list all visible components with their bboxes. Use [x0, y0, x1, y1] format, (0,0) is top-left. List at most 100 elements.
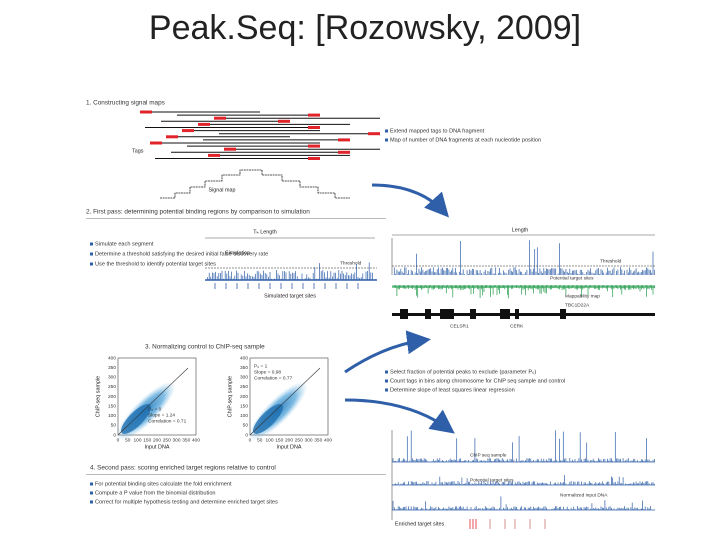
label: Tags	[132, 148, 144, 154]
label: Length	[512, 227, 529, 233]
label: 400	[192, 437, 200, 443]
bullet	[90, 500, 93, 504]
label: 200	[108, 394, 116, 400]
label: Threshold	[340, 260, 362, 266]
label: Correlation = 0.71	[148, 418, 187, 424]
label: 250	[108, 384, 116, 390]
label: 150	[275, 437, 283, 443]
label: 100	[240, 413, 248, 419]
tag	[338, 138, 350, 142]
label: 250	[163, 437, 171, 443]
label: Normalized input DNA	[560, 492, 608, 498]
label: Select fraction of potential peaks to ex…	[390, 369, 536, 375]
label: ChIP-seq sample	[227, 376, 233, 417]
label: Slope = 0.98	[254, 369, 281, 375]
label: Input DNA	[277, 444, 302, 450]
label: Use the threshold to identify potential …	[95, 261, 216, 267]
label: Simulate each segment	[95, 241, 154, 247]
plot-frame	[249, 357, 329, 436]
tag	[140, 110, 152, 114]
label: 350	[108, 365, 116, 371]
label: 200	[285, 437, 293, 443]
label: 400	[240, 355, 248, 361]
label: CERK	[510, 323, 524, 329]
divider	[86, 474, 386, 475]
label: Potential target sites	[550, 275, 594, 281]
label: TBC1D22A	[565, 302, 590, 308]
tag	[308, 113, 320, 117]
label: 100	[265, 437, 273, 443]
label: 3. Normalizing control to ChIP-seq sampl…	[145, 344, 265, 351]
point-cloud-core	[253, 404, 283, 434]
exon	[440, 309, 454, 319]
signal-map	[160, 169, 350, 199]
exon	[560, 309, 566, 319]
tag	[308, 157, 320, 160]
tag	[208, 153, 220, 157]
tag	[278, 119, 290, 123]
label: Tₕ Length	[253, 229, 276, 235]
label: 400	[324, 437, 332, 443]
tag	[224, 147, 236, 151]
label: 100	[133, 437, 141, 443]
label: Correlation = 0.77	[254, 375, 293, 381]
label: 250	[295, 437, 303, 443]
bullet	[385, 370, 388, 374]
divider	[86, 218, 386, 219]
bullet	[385, 129, 388, 133]
label: 150	[143, 437, 151, 443]
label: 50	[243, 423, 249, 429]
label: Slope = 1.24	[148, 412, 175, 418]
exon	[400, 309, 408, 319]
label: For potential binding sites calculate th…	[95, 481, 232, 487]
label: Count tags in bins along chromosome for …	[390, 378, 565, 384]
exon	[470, 309, 476, 319]
label: 0	[249, 437, 252, 443]
label: 150	[108, 403, 116, 409]
label: 4. Second pass: scoring enriched target …	[90, 465, 276, 472]
label: 1. Constructing signal maps	[86, 100, 165, 107]
label: 300	[108, 375, 116, 381]
label: 150	[240, 403, 248, 409]
label: Mappability map	[565, 293, 600, 299]
bullet	[90, 262, 93, 266]
label: 100	[108, 413, 116, 419]
label: Compute a P value from the binomial dist…	[95, 490, 216, 496]
gene-track	[392, 313, 655, 316]
tag	[308, 126, 320, 129]
label: 250	[240, 384, 248, 390]
tag	[166, 135, 178, 139]
plot-frame	[117, 357, 197, 436]
label: Signal map	[209, 187, 236, 193]
label: 200	[153, 437, 161, 443]
label: P₀ = 0	[148, 406, 162, 412]
bullet	[90, 482, 93, 486]
bullet	[90, 242, 93, 246]
bullet	[90, 491, 93, 495]
tag	[150, 141, 162, 145]
label: 50	[125, 437, 131, 443]
label: 350	[314, 437, 322, 443]
label: CELSR1	[450, 323, 469, 329]
label: Extend mapped tags to DNA fragment	[390, 128, 485, 134]
tag	[368, 132, 380, 136]
label: Simulated target sites	[264, 293, 316, 299]
label: Correct for multiple hypothesis testing …	[95, 499, 278, 505]
label: ChIP-seq sample	[95, 376, 101, 417]
bullet	[385, 388, 388, 392]
tag	[308, 144, 320, 148]
label: 200	[240, 394, 248, 400]
label: 300	[240, 375, 248, 381]
figure-graphics	[344, 183, 455, 434]
label: 0	[113, 432, 116, 438]
label: 300	[304, 437, 312, 443]
label: 350	[240, 365, 248, 371]
fit-line	[117, 367, 189, 436]
label: 400	[108, 355, 116, 361]
label: 50	[257, 437, 263, 443]
label: 2. First pass: determining potential bin…	[86, 209, 310, 216]
exon	[500, 309, 510, 319]
exon	[515, 309, 519, 319]
tag	[338, 150, 350, 154]
label: Simulation	[225, 250, 250, 256]
